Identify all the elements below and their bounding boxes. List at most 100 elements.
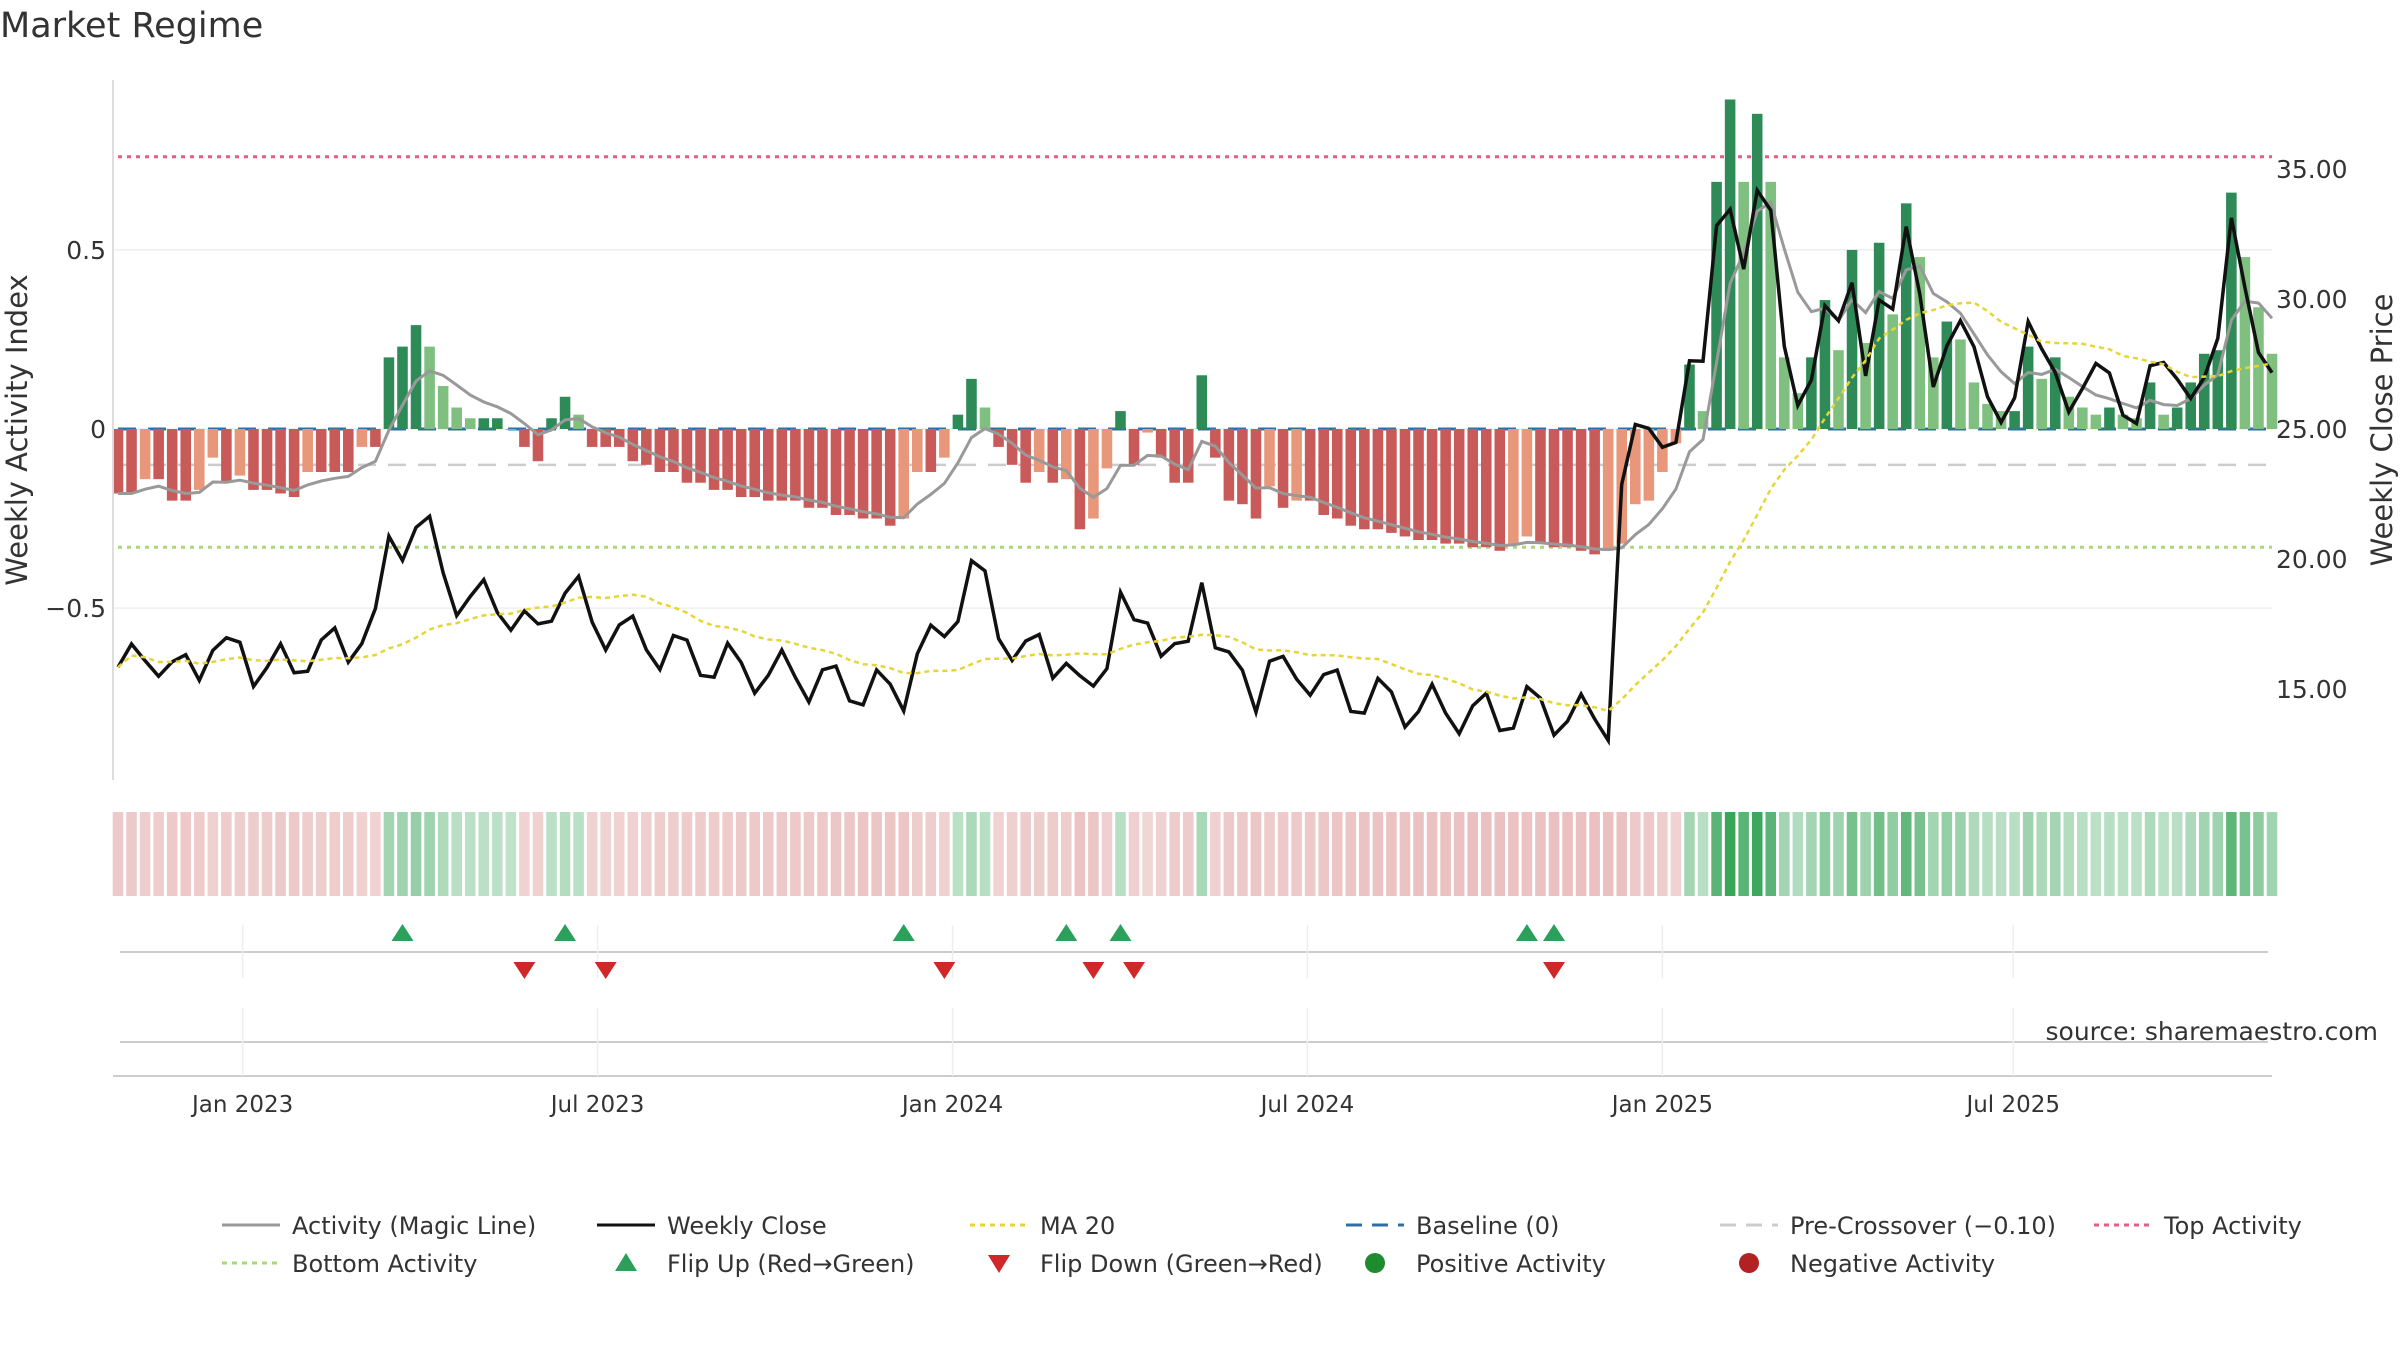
activity-bar — [451, 407, 462, 429]
legend-swatch — [1365, 1253, 1385, 1273]
activity-bar — [1142, 429, 1153, 433]
regime-cell — [383, 812, 395, 896]
flip-down-marker — [933, 962, 956, 979]
regime-cell — [221, 812, 232, 896]
activity-bar — [573, 414, 584, 429]
regime-cell — [1250, 812, 1262, 896]
activity-bar — [952, 414, 964, 429]
activity-bar — [884, 429, 896, 526]
regime-cell — [329, 812, 341, 896]
weekly-close-line — [116, 185, 2274, 746]
regime-cell — [1508, 812, 1519, 896]
regime-cell — [207, 812, 219, 896]
regime-cell — [1020, 812, 1031, 896]
regime-cell — [275, 812, 286, 896]
activity-bar — [1264, 429, 1275, 487]
activity-bar — [654, 429, 666, 472]
regime-cell — [844, 812, 855, 896]
activity-bar — [1900, 203, 1912, 429]
regime-cell — [1521, 812, 1533, 896]
activity-bar — [1819, 300, 1831, 429]
activity-bar — [1196, 375, 1208, 429]
regime-cell — [2212, 812, 2224, 896]
activity-bar — [1575, 429, 1587, 551]
activity-bar — [911, 429, 923, 472]
legend-item: Weekly Close — [597, 1212, 827, 1240]
regime-cell — [1806, 812, 1817, 896]
regime-cell — [979, 812, 991, 896]
legend-item: Baseline (0) — [1346, 1212, 1559, 1240]
regime-cell — [2104, 812, 2115, 896]
regime-cell — [1115, 812, 1126, 896]
flip-down-marker — [1123, 962, 1146, 979]
right-tick-label: 15.00 — [2276, 675, 2348, 704]
left-tick-label: 0 — [90, 415, 106, 444]
activity-bar — [1237, 429, 1248, 505]
regime-cell — [2077, 812, 2088, 896]
regime-cell — [925, 812, 937, 896]
activity-bar — [139, 429, 151, 480]
legend-label: Pre-Crossover (−0.10) — [1790, 1212, 2056, 1240]
regime-cell — [803, 812, 815, 896]
activity-bar — [681, 429, 693, 483]
activity-bar — [1318, 429, 1329, 515]
regime-cell — [1291, 812, 1302, 896]
activity-bar — [668, 429, 679, 472]
regime-cell — [153, 812, 164, 896]
activity-bar — [464, 418, 476, 429]
activity-bar — [2198, 353, 2210, 429]
activity-bar — [1887, 314, 1898, 429]
regime-cell — [1765, 812, 1777, 896]
regime-cell — [1101, 812, 1113, 896]
regime-cell — [261, 812, 273, 896]
activity-bar — [939, 429, 950, 458]
regime-cell — [424, 812, 435, 896]
regime-cell — [1684, 812, 1695, 896]
regime-cell — [1833, 812, 1844, 896]
left-tick-label: −0.5 — [45, 594, 106, 623]
legend-item: Flip Up (Red→Green) — [615, 1250, 915, 1278]
activity-bar — [1399, 429, 1411, 537]
regime-cell — [519, 812, 530, 896]
flip-up-marker — [1109, 924, 1132, 941]
activity-bar — [762, 429, 774, 501]
regime-cell — [1670, 812, 1682, 896]
activity-bar — [2077, 407, 2088, 429]
regime-cell — [180, 812, 192, 896]
regime-cell — [397, 812, 408, 896]
activity-bar — [329, 429, 341, 472]
x-tick-label: Jan 2025 — [1610, 1092, 1713, 1118]
activity-bar — [1535, 429, 1546, 544]
regime-cell — [1142, 812, 1153, 896]
regime-cell — [1711, 812, 1722, 896]
activity-bar — [586, 429, 598, 447]
regime-cell — [478, 812, 490, 896]
x-tick-label: Jan 2023 — [190, 1092, 293, 1118]
regime-cell — [1426, 812, 1438, 896]
legend-item: Positive Activity — [1365, 1250, 1606, 1278]
activity-bar — [1684, 364, 1695, 429]
regime-cell — [1779, 812, 1790, 896]
activity-bar — [221, 429, 232, 483]
regime-cell — [939, 812, 950, 896]
regime-cell — [464, 812, 476, 896]
activity-bar — [234, 429, 246, 476]
regime-cell — [1210, 812, 1221, 896]
activity-bar — [1128, 429, 1140, 465]
legend-label: MA 20 — [1040, 1212, 1115, 1240]
activity-bar — [1182, 429, 1194, 483]
regime-cell — [1223, 812, 1235, 896]
activity-bar — [830, 429, 842, 515]
activity-bar — [1562, 429, 1573, 548]
regime-cell — [2226, 812, 2237, 896]
activity-bar — [1968, 382, 1980, 429]
regime-cell — [884, 812, 896, 896]
activity-bar — [1494, 429, 1506, 551]
activity-bar — [1372, 429, 1384, 530]
activity-bar — [546, 418, 557, 429]
activity-bar — [1250, 429, 1262, 519]
regime-cell — [1480, 812, 1492, 896]
regime-cell — [1955, 812, 1966, 896]
activity-bar — [1006, 429, 1018, 465]
regime-cell — [1860, 812, 1871, 896]
